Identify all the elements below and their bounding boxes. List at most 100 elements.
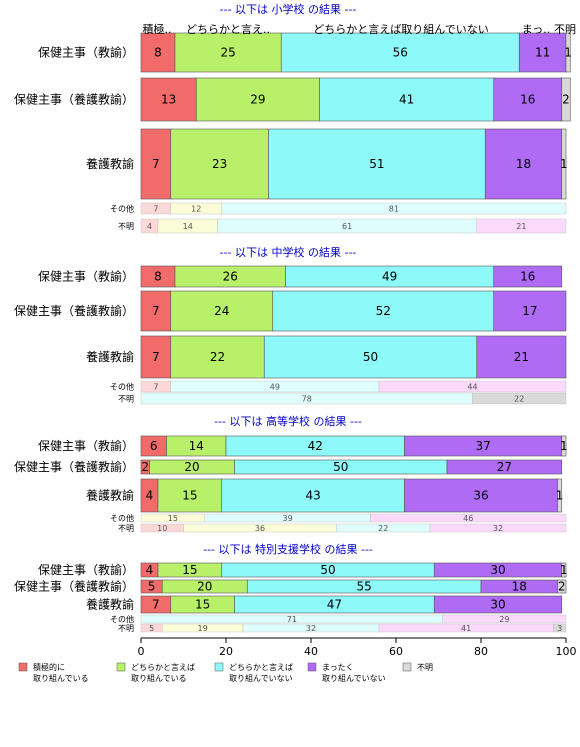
data-label: 4 [146, 563, 154, 577]
data-label: 26 [223, 270, 238, 284]
bar-segment [561, 77, 571, 122]
data-label: 15 [182, 563, 197, 577]
legend-label: 取り組んでいる [33, 673, 89, 683]
data-label: 16 [520, 270, 535, 284]
data-label: 41 [461, 624, 471, 633]
top-category-label: まっ.. [522, 23, 551, 36]
data-label: 61 [342, 222, 352, 231]
row-label: 保健主事（養護教諭） [14, 92, 134, 107]
row-label: 保健主事（養護教諭） [14, 459, 134, 474]
bar-segment [553, 623, 567, 633]
bar-segment [476, 218, 567, 234]
data-label: 8 [154, 270, 162, 284]
row-label: その他 [110, 513, 134, 523]
data-label: 22 [514, 395, 524, 404]
data-label: 2 [558, 580, 566, 594]
data-label: 1 [560, 157, 568, 171]
x-tick-label: 60 [389, 645, 403, 658]
bar-segment [174, 32, 282, 73]
data-label: 37 [475, 439, 490, 453]
bar-segment [263, 335, 478, 379]
bar-segment [195, 77, 320, 122]
bar-segment [280, 32, 520, 73]
data-label: 39 [283, 514, 293, 523]
row-label: 保健主事（教諭） [38, 269, 134, 284]
legend-swatch [402, 662, 412, 672]
legend-label: 不明 [417, 663, 433, 672]
data-label: 1 [556, 489, 564, 503]
data-label: 4 [146, 489, 154, 503]
bar-segment [484, 128, 563, 200]
data-label: 23 [212, 157, 227, 171]
data-label: 46 [463, 514, 473, 523]
row-label: 養護教諭 [86, 349, 134, 364]
bar-segment [561, 435, 567, 457]
bar-segment [221, 478, 405, 513]
row-label: 養護教諭 [86, 488, 134, 503]
legend-label: 取り組んでいない [322, 673, 386, 683]
data-label: 78 [302, 395, 312, 404]
data-label: 15 [168, 514, 178, 523]
data-label: 7 [152, 350, 160, 364]
data-label: 14 [189, 439, 204, 453]
bar-segment [221, 202, 567, 215]
top-category-label: 積極.. [143, 22, 172, 36]
data-label: 30 [490, 563, 505, 577]
data-label: 25 [220, 46, 235, 60]
bar-segment [319, 77, 495, 122]
data-label: 1 [560, 439, 568, 453]
top-category-label: どちらかと言え.. [186, 23, 270, 36]
data-label: 55 [356, 580, 371, 594]
bar-segment [370, 513, 567, 523]
x-tick-label: 40 [304, 645, 318, 658]
section-title: --- 以下は 小学校 の結果 --- [220, 2, 357, 16]
bar-segment [268, 128, 486, 200]
data-label: 49 [382, 270, 397, 284]
data-label: 50 [320, 563, 335, 577]
row-label: 保健主事（教諭） [38, 438, 134, 453]
x-tick-label: 20 [219, 645, 233, 658]
data-label: 19 [198, 624, 208, 633]
bar-segment [446, 459, 563, 475]
section-title: --- 以下は 特別支援学校 の結果 --- [203, 542, 373, 556]
x-tick-label: 100 [556, 645, 577, 658]
row-label: 不明 [118, 624, 134, 633]
x-tick-label: 80 [474, 645, 488, 658]
data-label: 52 [376, 304, 391, 318]
data-label: 22 [210, 350, 225, 364]
data-label: 27 [497, 460, 512, 474]
data-label: 32 [306, 624, 316, 633]
data-label: 24 [214, 304, 229, 318]
section-title: --- 以下は 高等学校 の結果 --- [214, 414, 362, 428]
data-label: 20 [197, 580, 212, 594]
bar-segment [140, 128, 172, 200]
legend-label: 取り組んでいない [229, 673, 293, 683]
data-label: 15 [195, 598, 210, 612]
data-label: 21 [516, 222, 526, 231]
legend-label: どちらかと言えば [229, 662, 293, 672]
legend-swatch [116, 662, 126, 672]
data-label: 7 [153, 205, 158, 214]
bar-segment [565, 32, 571, 73]
data-label: 8 [154, 46, 162, 60]
legend-label: どちらかと言えば [131, 662, 195, 672]
bar-segment [140, 32, 176, 73]
data-label: 2 [562, 93, 570, 107]
data-label: 4 [147, 222, 152, 231]
data-label: 12 [191, 205, 201, 214]
data-label: 22 [378, 524, 388, 533]
bar-segment [140, 290, 172, 332]
row-label: 養護教諭 [86, 597, 134, 612]
data-label: 71 [287, 615, 297, 624]
bar-segment [493, 77, 563, 122]
data-label: 2 [141, 460, 149, 474]
data-label: 36 [473, 489, 488, 503]
data-label: 5 [149, 624, 154, 633]
bar-segment [493, 290, 567, 332]
bar-segment [140, 335, 172, 379]
data-label: 18 [516, 157, 531, 171]
data-label: 15 [182, 489, 197, 503]
x-tick-label: 0 [138, 645, 145, 658]
bar-segment [561, 128, 567, 200]
bar-segment [442, 614, 567, 624]
